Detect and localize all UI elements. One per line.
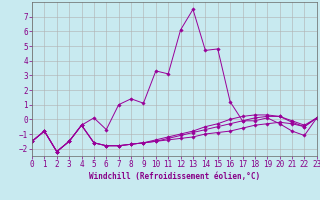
- X-axis label: Windchill (Refroidissement éolien,°C): Windchill (Refroidissement éolien,°C): [89, 172, 260, 181]
